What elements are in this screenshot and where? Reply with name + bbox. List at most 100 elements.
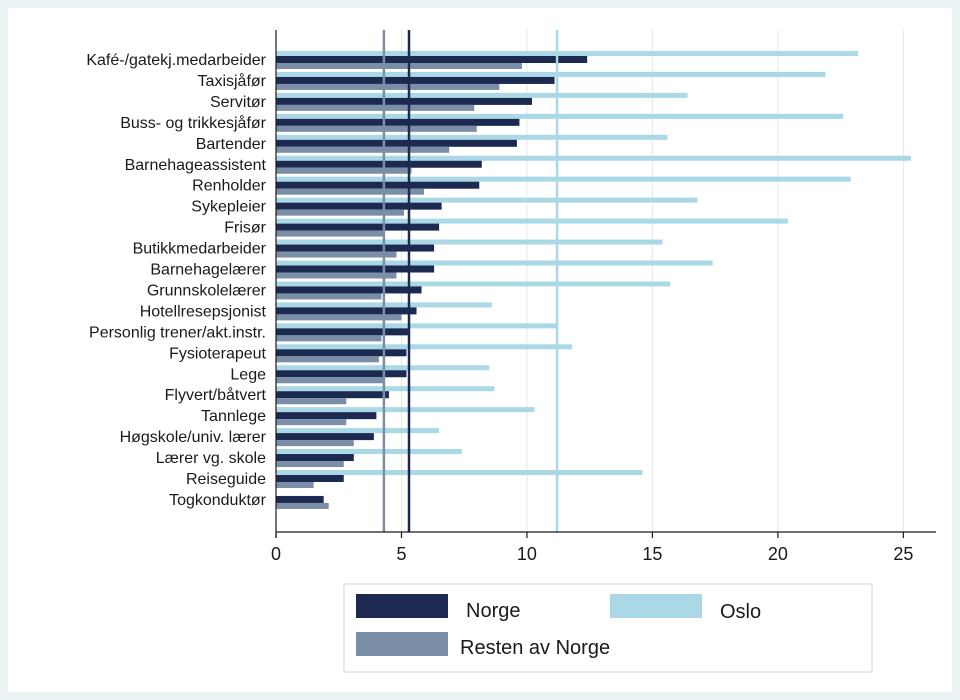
x-tick-label: 10 [517,544,537,564]
bar-17-resten-av-norge [276,419,347,426]
bar-17-oslo [276,407,535,413]
category-label: Lege [230,366,266,383]
bar-18-resten-av-norge [276,440,354,447]
category-label: Høgskole/univ. lærer [120,429,267,446]
bar-9-norge [276,244,435,252]
bar-13-oslo [276,323,558,329]
bar-16-norge [276,391,389,399]
category-label: Barnehagelærer [150,262,266,279]
bar-19-norge [276,454,354,462]
bar-5-resten-av-norge [276,167,412,174]
category-label: Hotellresepsjonist [140,303,267,320]
legend-swatch [356,594,448,618]
bar-0-resten-av-norge [276,63,522,69]
bar-15-oslo [276,365,490,371]
bar-6-norge [276,181,480,189]
bar-0-norge [276,56,588,63]
legend: Norge Oslo Resten av Norge [343,583,873,673]
bar-2-oslo [276,92,688,98]
category-label: Togkonduktør [169,492,267,509]
bar-3-oslo [276,113,844,119]
bar-1-resten-av-norge [276,83,500,90]
x-tick-label: 15 [642,544,662,564]
category-label: Butikkmedarbeider [133,241,267,258]
bar-0-oslo [276,51,859,56]
bar-4-norge [276,139,517,147]
bar-19-oslo [276,449,462,455]
category-labels: Kafé-/gatekj.medarbeider Taxisjåfør Servit… [86,52,266,509]
bar-14-oslo [276,344,573,350]
bar-11-resten-av-norge [276,293,382,300]
category-label: Tannlege [201,408,266,425]
bar-14-norge [276,349,407,357]
bar-8-oslo [276,218,788,224]
gridlines [400,30,904,532]
bar-20-resten-av-norge [276,482,314,488]
bar-8-norge [276,223,440,231]
bar-10-resten-av-norge [276,272,397,279]
bar-8-resten-av-norge [276,230,384,237]
bar-16-oslo [276,386,495,392]
x-tick-label: 0 [271,544,281,564]
bar-chart: Kafé-/gatekj.medarbeider Taxisjåfør Servit… [86,30,936,673]
bar-6-resten-av-norge [276,188,425,195]
legend-label: Norge [466,600,520,622]
category-label: Renholder [192,178,267,195]
bar-15-resten-av-norge [276,377,384,384]
bar-18-norge [276,433,374,441]
bar-3-norge [276,118,520,126]
bar-4-oslo [276,134,668,140]
bar-1-norge [276,76,555,84]
bar-20-oslo [276,470,643,475]
category-label: Kafé-/gatekj.medarbeider [86,52,266,69]
bar-21-norge [276,495,324,503]
bar-7-oslo [276,197,698,203]
x-tick-label: 5 [396,544,406,564]
x-tick-label: 25 [893,544,913,564]
category-label: Barnehageassistent [125,157,267,174]
bar-7-norge [276,202,442,210]
bar-4-resten-av-norge [276,146,450,153]
bar-19-resten-av-norge [276,461,344,468]
bar-2-resten-av-norge [276,104,475,111]
category-label: Bartender [196,136,267,153]
bar-15-norge [276,370,407,378]
category-label: Grunnskolelærer [147,282,267,299]
bar-5-norge [276,160,482,168]
bar-13-norge [276,328,410,336]
x-tick-labels: 0 5 10 15 20 25 [271,544,913,564]
bar-5-oslo [276,155,911,161]
bar-20-norge [276,475,344,482]
category-label: Buss- og trikkesjåfør [120,114,266,132]
category-label: Lærer vg. skole [156,450,266,467]
bar-14-resten-av-norge [276,356,379,363]
bar-6-oslo [276,176,851,182]
bar-3-resten-av-norge [276,125,477,132]
bar-17-norge [276,412,377,420]
bar-10-oslo [276,260,713,266]
bar-21-resten-av-norge [276,502,329,509]
bar-11-oslo [276,281,670,287]
legend-swatch [610,594,702,618]
category-label: Frisør [224,220,266,237]
reference-lines [382,30,559,532]
category-label: Sykepleier [191,199,266,216]
x-tick-label: 20 [768,544,788,564]
bar-9-oslo [276,239,663,245]
bar-11-norge [276,286,422,294]
legend-swatch [356,632,448,656]
bar-12-norge [276,307,417,315]
category-label: Taxisjåfør [198,72,267,90]
category-label: Servitør [210,94,267,111]
bars [276,51,911,509]
bar-10-norge [276,265,435,273]
bar-13-resten-av-norge [276,335,382,342]
bar-18-oslo [276,428,440,434]
category-label: Flyvert/båtvert [165,386,267,404]
bar-2-norge [276,97,532,105]
legend-label: Resten av Norge [460,637,610,659]
axes [275,30,936,538]
category-label: Fysioterapeut [169,345,266,362]
bar-7-resten-av-norge [276,209,404,216]
legend-label: Oslo [720,601,761,623]
